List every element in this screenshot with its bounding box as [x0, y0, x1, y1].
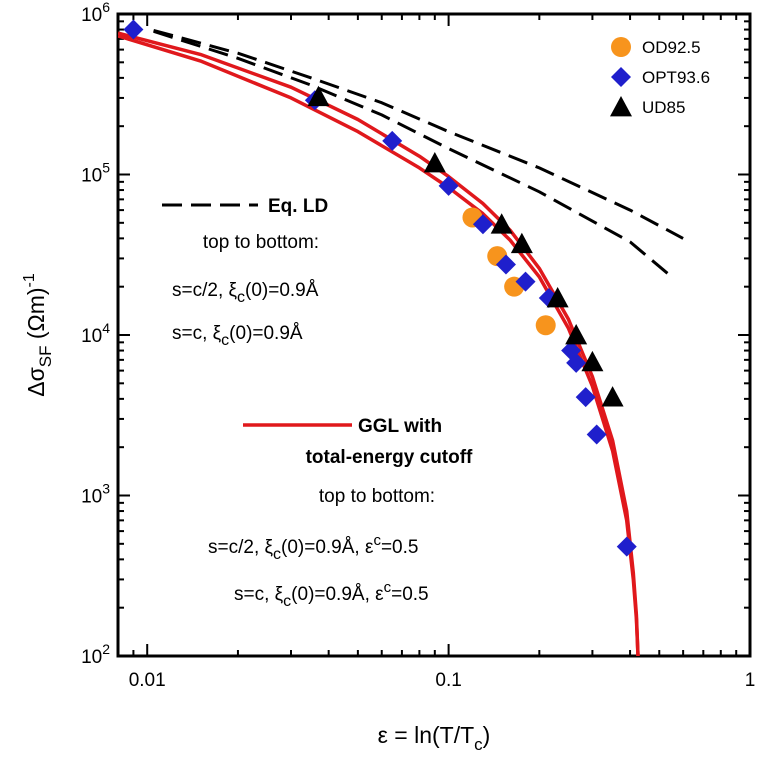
y-tick-label: 105 [81, 160, 110, 187]
x-tick-label: 0.01 [129, 670, 166, 691]
ggl-line2: s=c, ξc(0)=0.9Å, εc=0.5 [234, 579, 429, 610]
axis-ticks [117, 13, 751, 657]
opt93.6-point [495, 254, 516, 275]
opt93.6-point [575, 387, 596, 408]
opt93.6-point [382, 130, 403, 151]
ud85-point [601, 386, 624, 407]
ld-title: Eq. LD [268, 196, 328, 217]
opt93.6-point [515, 271, 536, 292]
ld-line2: s=c, ξc(0)=0.9Å [172, 323, 303, 349]
legend-label: OD92.5 [642, 38, 701, 57]
ggl-title-1: GGL with [358, 416, 442, 437]
ggl-curve [118, 34, 640, 656]
legend-label: UD85 [642, 98, 685, 117]
opt93.6-point [123, 19, 144, 40]
ud85-point [490, 213, 513, 234]
opt93.6-point [616, 536, 637, 557]
od92.5-point [535, 315, 556, 336]
opt93.6-point [438, 175, 459, 196]
ld-line1: s=c/2, ξc(0)=0.9Å [172, 280, 319, 306]
x-tick-label: 1 [745, 670, 756, 691]
ud85-point [423, 151, 446, 173]
x-axis-label: ε = ln(T/Tc) [378, 722, 491, 754]
ud85-point [307, 85, 330, 107]
y-axis-label: ΔσSF (Ωm)-1 [21, 273, 55, 397]
opt93.6-point [586, 424, 607, 445]
y-tick-label: 106 [81, 0, 110, 26]
ggl-top-to-bottom: top to bottom: [319, 486, 435, 507]
y-tick-label: 104 [81, 320, 110, 347]
legend-marker-opt93.6 [611, 67, 631, 87]
eq-ld-curve [153, 29, 673, 279]
legend-marker-ud85 [610, 96, 632, 117]
legend-label: OPT93.6 [642, 68, 710, 87]
ggl-line1: s=c/2, ξc(0)=0.9Å, εc=0.5 [208, 532, 418, 563]
ud85-point [510, 232, 533, 254]
eq-ld-curve [153, 28, 684, 240]
legend: OD92.5 OPT93.6 UD85 [610, 37, 710, 117]
y-tick-label: 102 [81, 641, 110, 668]
legend-marker-od92.5 [611, 37, 631, 57]
data-markers [123, 19, 637, 557]
tick-labels: 0.01 0.1 1 102 103 104 105 106 [81, 0, 755, 691]
ld-top-to-bottom: top to bottom: [203, 232, 319, 253]
opt93.6-point [472, 214, 493, 235]
y-tick-label: 103 [81, 481, 110, 508]
ud85-point [581, 350, 604, 372]
ggl-title-2: total-energy cutoff [306, 447, 473, 468]
ud85-point [546, 287, 569, 308]
ud85-point [565, 324, 588, 345]
opt93.6-point [566, 352, 587, 373]
ggl-curve [118, 31, 640, 656]
x-tick-label: 0.1 [435, 670, 461, 691]
